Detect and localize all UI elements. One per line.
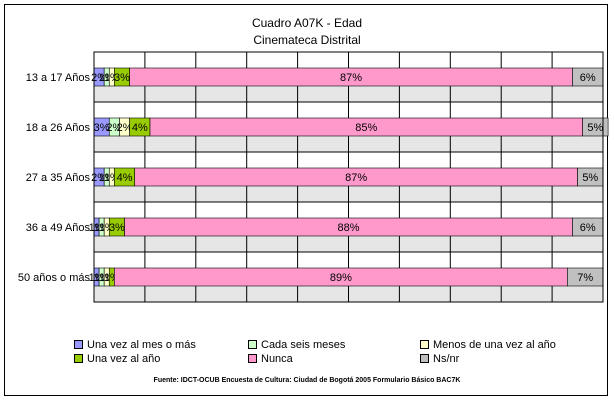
data-label: 6% xyxy=(580,222,596,234)
data-label: 2% xyxy=(91,72,107,84)
legend-item: Nunca xyxy=(248,352,293,366)
data-label: 5% xyxy=(582,172,598,184)
legend-label: Cada seis meses xyxy=(261,339,346,351)
legend-swatch xyxy=(248,353,257,363)
legend-label: Una vez al mes o más xyxy=(87,339,196,351)
category-label: 13 a 17 Años xyxy=(26,72,91,84)
data-label: 3% xyxy=(114,72,130,84)
chart-title: Cuadro A07K - Edad xyxy=(251,16,363,30)
data-label: 85% xyxy=(355,122,377,134)
category-label: 27 a 35 Años xyxy=(26,172,91,184)
category-label: 50 años o más xyxy=(18,272,91,284)
legend-swatch xyxy=(74,353,83,363)
source-note: Fuente: IDCT-OCUB Encuesta de Cultura: C… xyxy=(153,377,461,384)
legend-item: Ns/nr xyxy=(420,352,459,366)
data-label: 4% xyxy=(132,122,148,134)
data-label: 2% xyxy=(91,172,107,184)
bar-segment xyxy=(582,117,609,137)
legend-label: Menos de una vez al año xyxy=(433,339,556,351)
legend-swatch xyxy=(420,339,429,349)
legend-swatch xyxy=(248,339,257,349)
category-label: 36 a 49 Años xyxy=(26,222,91,234)
data-label: 89% xyxy=(330,272,352,284)
plot-border xyxy=(93,51,604,303)
legend-label: Ns/nr xyxy=(433,353,460,365)
legend-label: Una vez al año xyxy=(87,353,161,365)
data-label: 87% xyxy=(340,72,362,84)
legend-item: Una vez al año xyxy=(74,352,160,366)
data-label: 5% xyxy=(587,122,603,134)
data-label: 88% xyxy=(337,222,359,234)
legend-label: Nunca xyxy=(261,353,293,365)
legend-item: Una vez al mes o más xyxy=(74,338,196,352)
data-label: 3% xyxy=(94,122,110,134)
category-label: 18 a 26 Años xyxy=(26,122,91,134)
data-label: 6% xyxy=(580,72,596,84)
legend-item: Cada seis meses xyxy=(248,338,345,352)
data-label: 87% xyxy=(345,172,367,184)
data-label: 3% xyxy=(109,222,125,234)
data-label: 4% xyxy=(117,172,133,184)
data-label: 2% xyxy=(106,122,122,134)
chart-subtitle: Cinemateca Distrital xyxy=(253,33,361,47)
legend-swatch xyxy=(420,353,429,363)
data-label: 7% xyxy=(577,272,593,284)
legend-item: Menos de una vez al año xyxy=(420,338,556,352)
legend-swatch xyxy=(74,339,83,349)
data-label: 2% xyxy=(117,122,133,134)
